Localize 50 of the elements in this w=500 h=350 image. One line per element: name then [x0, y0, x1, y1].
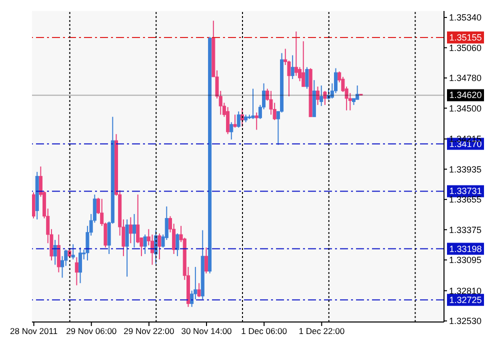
y-tick-label: 1.35340	[449, 12, 482, 23]
candlestick	[305, 66, 309, 90]
candlestick	[136, 194, 140, 244]
y-tick-label: 1.35060	[449, 42, 482, 53]
candlestick	[320, 85, 324, 107]
candlestick	[197, 282, 201, 298]
y-tick-label: 1.33935	[449, 164, 482, 174]
candlestick	[158, 232, 162, 260]
y-tick-label: 1.33655	[449, 194, 482, 205]
candlestick	[316, 86, 320, 106]
x-tick-label: 1 Dec 22:00	[298, 326, 345, 336]
candlestick	[56, 234, 60, 273]
y-tick-label: 1.34500	[449, 103, 482, 114]
candlestick	[290, 54, 294, 80]
x-tick-label: 28 Nov 2011	[10, 326, 58, 336]
candlestick	[323, 90, 327, 106]
candlestick	[230, 122, 234, 140]
candlestick	[143, 234, 147, 254]
candlestick	[74, 256, 78, 286]
ref-line-label: 1.34620	[449, 90, 482, 100]
x-tick-label: 1 Dec 06:00	[241, 326, 288, 336]
candlestick	[53, 239, 57, 266]
candlestick	[302, 40, 306, 88]
candlestick	[78, 246, 82, 284]
candlestick	[71, 244, 75, 260]
candlestick	[251, 88, 255, 120]
candlestick	[240, 108, 244, 128]
y-tick-label: 1.32810	[449, 286, 482, 296]
candlestick	[254, 112, 258, 130]
candlestick	[236, 110, 240, 128]
ref-line-label: 1.32725	[449, 294, 482, 305]
candlestick	[356, 85, 360, 100]
ref-line-label: 1.33731	[449, 186, 482, 196]
y-tick-label: 1.33375	[449, 224, 482, 235]
y-tick-label: 1.33095	[449, 255, 482, 266]
candlestick	[128, 216, 132, 244]
x-tick-label: 29 Nov 22:00	[124, 326, 174, 336]
y-tick-label: 1.32530	[449, 316, 482, 326]
x-tick-label: 29 Nov 06:00	[66, 326, 117, 336]
candlestick	[32, 192, 36, 219]
ref-line-label: 1.35155	[449, 32, 482, 42]
candlestick	[226, 106, 230, 135]
candlestick	[204, 246, 208, 274]
ref-line-label: 1.33198	[449, 244, 482, 254]
candlestick	[132, 214, 136, 248]
candlestick	[233, 114, 237, 128]
candlestick	[176, 232, 180, 257]
x-tick-label: 30 Nov 14:00	[181, 326, 232, 336]
candlestick	[125, 218, 129, 278]
y-tick-label: 1.34780	[449, 73, 482, 84]
